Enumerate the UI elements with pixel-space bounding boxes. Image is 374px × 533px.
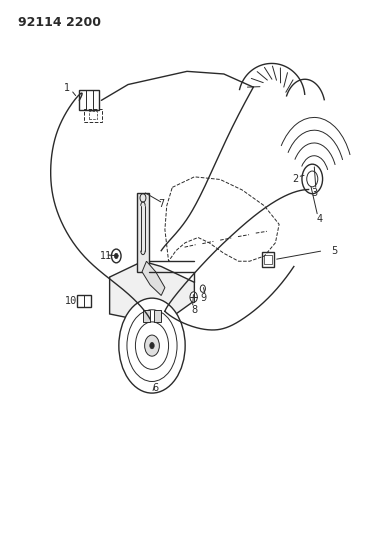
Text: 7: 7	[158, 199, 164, 209]
Bar	[264, 255, 272, 264]
Circle shape	[114, 253, 118, 259]
Bar	[77, 295, 91, 306]
Text: 11: 11	[100, 251, 112, 261]
Circle shape	[145, 335, 159, 356]
Circle shape	[302, 164, 323, 193]
Bar	[89, 111, 98, 119]
Text: 5: 5	[331, 246, 337, 256]
Text: 3: 3	[311, 188, 317, 198]
Circle shape	[119, 298, 185, 393]
Polygon shape	[142, 261, 165, 295]
Bar	[262, 252, 274, 267]
Text: 9: 9	[200, 293, 207, 303]
Bar	[79, 90, 99, 110]
Text: 8: 8	[191, 305, 197, 315]
Text: 92114 2200: 92114 2200	[18, 16, 101, 29]
Text: 10: 10	[65, 296, 77, 306]
Bar	[137, 192, 150, 272]
Polygon shape	[110, 261, 194, 325]
Text: 2: 2	[292, 174, 299, 184]
Circle shape	[111, 249, 121, 263]
Bar	[84, 109, 102, 122]
Bar	[143, 310, 150, 322]
Circle shape	[200, 285, 205, 292]
Text: 1: 1	[64, 83, 70, 93]
Text: 4: 4	[316, 214, 323, 224]
Bar	[154, 310, 161, 322]
Circle shape	[150, 342, 154, 349]
Text: 6: 6	[153, 383, 159, 393]
Circle shape	[190, 292, 197, 302]
